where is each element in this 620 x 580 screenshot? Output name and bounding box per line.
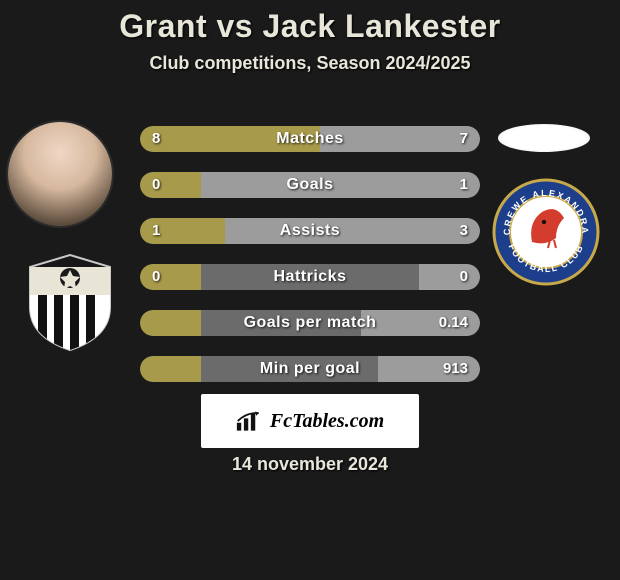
stat-label: Assists <box>140 218 480 244</box>
stats-area: 87Matches 01Goals 13Assists 00Hattricks 0.14… <box>140 126 480 402</box>
watermark-text: FcTables.com <box>270 410 384 433</box>
stat-label: Goals <box>140 172 480 198</box>
stat-label: Matches <box>140 126 480 152</box>
player-left-avatar <box>8 122 112 226</box>
stat-row: 913Min per goal <box>140 356 480 382</box>
page-title: Grant vs Jack Lankester <box>0 0 620 45</box>
stat-row: 87Matches <box>140 126 480 152</box>
stat-row: 13Assists <box>140 218 480 244</box>
stat-label: Goals per match <box>140 310 480 336</box>
stat-row: 01Goals <box>140 172 480 198</box>
stat-row: 0.14Goals per match <box>140 310 480 336</box>
team-left-crest <box>20 252 120 352</box>
stat-row: 00Hattricks <box>140 264 480 290</box>
stat-label: Min per goal <box>140 356 480 382</box>
date: 14 november 2024 <box>0 454 620 475</box>
watermark: FcTables.com <box>201 394 419 448</box>
player-right-avatar <box>498 124 590 152</box>
team-right-crest: CREWE ALEXANDRA FOOTBALL CLUB <box>492 178 600 286</box>
subtitle: Club competitions, Season 2024/2025 <box>0 53 620 74</box>
stat-label: Hattricks <box>140 264 480 290</box>
bar-chart-icon <box>236 410 264 432</box>
